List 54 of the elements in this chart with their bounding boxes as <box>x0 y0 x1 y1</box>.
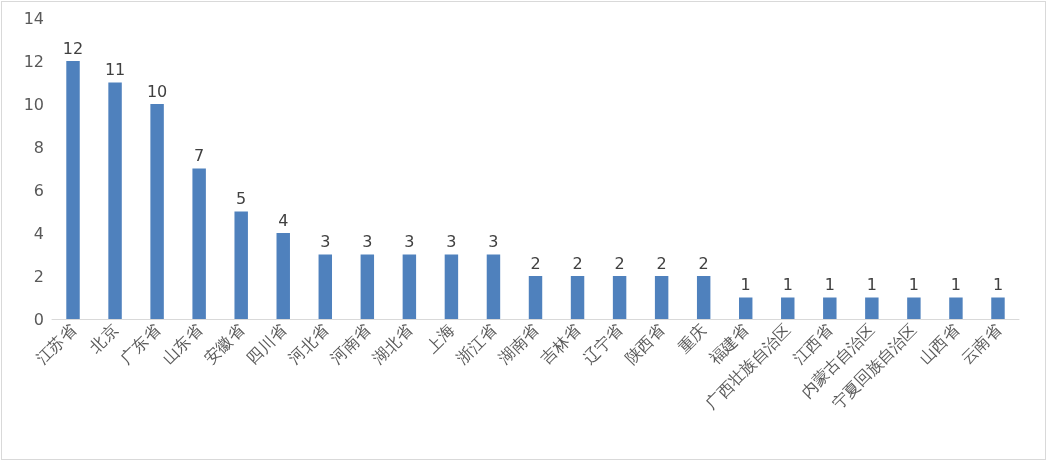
data-label: 1 <box>908 275 919 294</box>
bar <box>276 233 290 319</box>
data-label: 1 <box>992 275 1004 294</box>
bar <box>360 254 375 319</box>
data-label: 3 <box>404 232 415 251</box>
bar <box>696 276 711 319</box>
data-label: 2 <box>656 253 667 273</box>
bar <box>991 297 1005 319</box>
bar <box>907 297 921 319</box>
bar <box>402 254 417 319</box>
bar <box>781 297 795 319</box>
bar <box>865 297 879 319</box>
y-tick-label: 0 <box>33 309 44 329</box>
y-tick-label: 2 <box>33 266 44 286</box>
y-tick-label: 14 <box>23 8 44 28</box>
data-label: 2 <box>614 253 625 273</box>
bar <box>150 104 164 319</box>
bar <box>444 254 459 319</box>
bar <box>823 297 837 319</box>
data-label: 1 <box>866 275 877 294</box>
data-label: 3 <box>362 232 373 251</box>
bar <box>949 297 963 319</box>
y-tick-label: 6 <box>33 180 44 200</box>
bar <box>66 61 80 319</box>
bar <box>318 254 333 319</box>
bar <box>192 168 206 319</box>
data-label: 2 <box>698 253 709 273</box>
data-label: 3 <box>488 232 499 251</box>
data-label: 2 <box>572 253 583 273</box>
data-label: 10 <box>146 81 168 101</box>
data-label: 3 <box>320 232 331 251</box>
data-label: 1 <box>740 275 751 294</box>
y-tick-label: 12 <box>23 51 44 71</box>
bar <box>234 211 248 319</box>
data-label: 7 <box>194 146 205 165</box>
data-label: 2 <box>530 253 541 273</box>
bar <box>612 276 627 319</box>
bar <box>738 297 753 319</box>
data-label: 4 <box>278 210 289 230</box>
data-label: 5 <box>236 189 247 208</box>
data-label: 1 <box>782 275 793 294</box>
bar <box>654 276 669 319</box>
data-label: 1 <box>950 275 962 294</box>
data-label: 11 <box>104 60 126 79</box>
y-tick-label: 4 <box>33 223 44 243</box>
data-label: 3 <box>446 232 457 251</box>
bar <box>570 276 585 319</box>
data-label: 1 <box>824 275 835 294</box>
bar <box>528 276 543 319</box>
y-tick-label: 10 <box>23 94 44 114</box>
bar <box>108 82 122 319</box>
y-tick-label: 8 <box>33 137 44 157</box>
bar <box>486 254 501 319</box>
data-label: 12 <box>62 38 84 58</box>
